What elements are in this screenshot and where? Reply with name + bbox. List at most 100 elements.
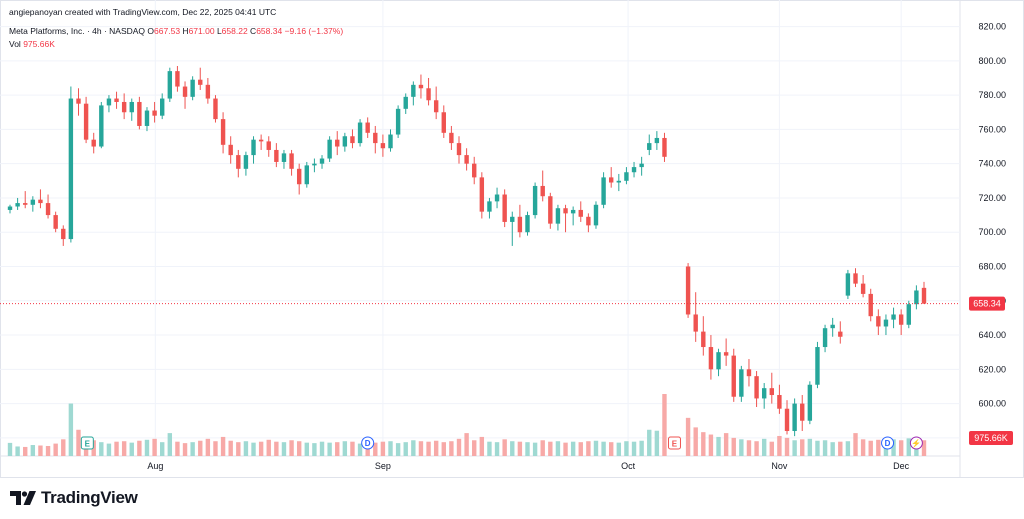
candle-body [815, 347, 820, 385]
candle-body [23, 203, 28, 205]
volume-bar [15, 446, 20, 456]
candle-body [570, 209, 576, 214]
volume-bar [342, 441, 348, 456]
candle-body [746, 369, 752, 377]
candle-body [616, 180, 622, 183]
candle-body [494, 194, 500, 202]
chart-area[interactable]: 820.00 800.00 780.00 760.00 740.00 720.00 700.… [0, 0, 1024, 478]
candle-body [921, 287, 927, 304]
volume-bar [769, 441, 774, 456]
candle-body [144, 110, 150, 126]
volume-value: 975.66K [23, 39, 55, 49]
chart-credit: angiepanoyan created with TradingView.co… [9, 7, 277, 17]
y-tick-label: 720.00 [978, 193, 1006, 203]
candle-body [708, 347, 714, 370]
volume-bar [190, 442, 195, 456]
high-value: 671.00 [188, 26, 215, 36]
volume-bar [746, 440, 752, 456]
volume-bar [388, 441, 393, 456]
candle-body [784, 408, 790, 432]
volume-bar [296, 441, 302, 456]
candle-body [106, 98, 112, 106]
volume-bar [898, 440, 904, 456]
candle-body [472, 163, 477, 178]
volume-label: Vol [9, 39, 21, 49]
candle-body [160, 98, 165, 116]
candle-body [479, 177, 485, 212]
candle-body [281, 153, 287, 162]
x-tick-label: Aug [147, 461, 163, 471]
volume-bar [830, 442, 835, 456]
candle-body [335, 139, 340, 147]
volume-bar [220, 436, 226, 456]
last-volume-label: 975.66K [974, 433, 1008, 443]
candle-body [822, 328, 828, 348]
volume-bar [487, 441, 492, 456]
volume-bar [578, 442, 583, 456]
candle-body [61, 228, 66, 240]
split-marker [909, 436, 923, 450]
y-tick-label: 600.00 [978, 399, 1006, 409]
candlestick-chart[interactable]: 820.00 800.00 780.00 760.00 740.00 720.00 700.… [0, 0, 1024, 478]
volume-bar [761, 438, 767, 456]
candle-body [7, 206, 13, 210]
candle-body [800, 403, 805, 421]
volume-bar [815, 440, 820, 456]
candle-body [426, 88, 431, 101]
volume-bar [175, 441, 180, 456]
candle-body [99, 105, 104, 147]
volume-bar [555, 441, 561, 456]
volume-bar [441, 442, 446, 456]
volume-bar [654, 430, 660, 456]
candle-body [586, 216, 591, 226]
candle-body [205, 84, 211, 99]
candle-body [731, 355, 736, 397]
candle-body [251, 139, 256, 156]
y-tick-label: 640.00 [978, 330, 1006, 340]
volume-bar [860, 439, 866, 456]
volume-bar [228, 440, 233, 456]
volume-bar [243, 441, 249, 456]
tradingview-brand: TradingView [10, 488, 138, 508]
candle-body [693, 314, 698, 332]
volume-bar [319, 441, 325, 456]
candle-body [761, 388, 767, 399]
candle-body [38, 199, 43, 204]
candle-body [342, 136, 348, 147]
y-tick-label: 780.00 [978, 90, 1006, 100]
volume-bar [449, 441, 454, 456]
split-marker-label: ⚡ [911, 438, 921, 448]
candle-body [563, 208, 568, 214]
candle-body [807, 384, 813, 421]
candle-body [68, 98, 74, 240]
candle-body [723, 352, 729, 356]
volume-bar [624, 441, 629, 456]
volume-bar [586, 441, 591, 456]
candle-body [418, 84, 424, 89]
volume-bar [479, 436, 485, 456]
candle-body [555, 208, 561, 224]
volume-bar [784, 437, 790, 456]
volume-bar [517, 441, 523, 456]
candle-body [883, 319, 889, 327]
candle-body [114, 98, 119, 102]
candle-body [845, 273, 851, 296]
volume-bar [800, 439, 805, 456]
volume-bar [182, 443, 188, 456]
volume-bar [754, 441, 759, 456]
volume-bar [540, 440, 545, 456]
volume-bar [114, 441, 119, 456]
last-price-label: 658.34 [973, 299, 1001, 309]
open-value: 667.53 [154, 26, 181, 36]
volume-bar [289, 440, 294, 456]
candle-body [83, 103, 89, 140]
earnings-marker-label: E [85, 440, 91, 449]
candle-body [213, 98, 218, 120]
candle-body [296, 168, 302, 185]
volume-bar [510, 441, 515, 456]
candle-body [45, 203, 51, 216]
volume-bar [167, 433, 173, 456]
candle-body [510, 216, 515, 222]
candle-body [449, 132, 454, 144]
volume-bar [777, 435, 782, 456]
